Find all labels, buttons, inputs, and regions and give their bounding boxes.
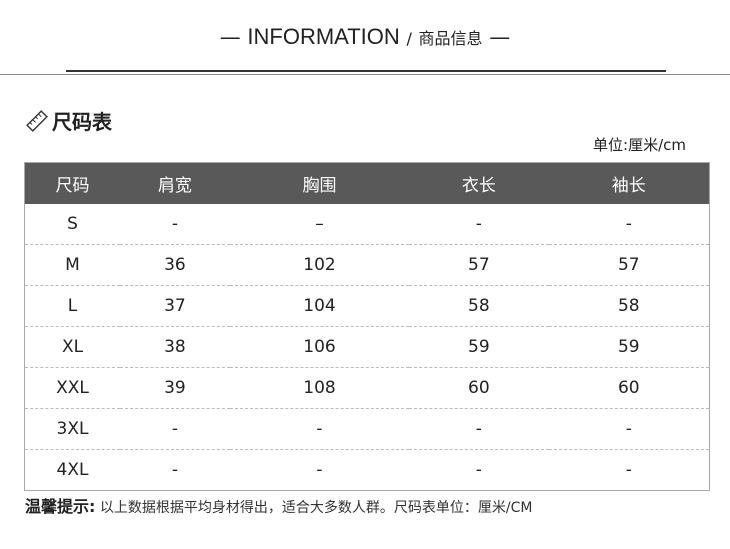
table-cell: 60 [548,367,710,409]
table-cell: 59 [409,326,549,368]
table-cell: 58 [548,285,710,327]
table-cell: 36 [120,244,230,286]
column-header: 胸围 [229,162,410,204]
table-cell: 106 [229,326,410,368]
table-row: 4XL - - - - [25,450,710,491]
table-cell: XL [24,326,121,368]
table-cell: XXL [24,367,121,409]
note-text: 以上数据根据平均身材得出，适合大多数人群。尺码表单位：厘米/CM [99,500,533,516]
table-cell: L [24,285,121,327]
table-cell: 37 [120,285,230,327]
table-cell: – [229,204,410,245]
table-cell: - [548,408,710,450]
table-cell: 57 [409,244,549,286]
section-heading: 尺码表 [26,106,112,135]
table-cell: - [475,460,482,480]
table-cell: - [120,204,230,245]
table-row: XXL 39 108 60 60 [24,367,710,409]
table-cell: 57 [548,244,710,286]
table-header-row: 尺码 肩宽 胸围 衣长 袖长 [24,162,710,204]
table-cell: 38 [120,326,230,368]
table-cell: - [171,460,178,480]
column-header: 袖长 [548,162,710,204]
table-cell: - [409,204,549,245]
table-cell: - [316,460,323,480]
table-cell: - [409,408,549,450]
divider-dark [66,70,666,72]
column-header: 衣长 [409,162,549,204]
column-header: 肩宽 [120,162,230,204]
table-cell: - [548,204,710,245]
table-cell: - [625,460,632,480]
table-cell: S [24,204,121,245]
table-cell: 39 [120,367,230,409]
column-header: 尺码 [24,162,121,204]
table-cell: - [229,408,410,450]
table-cell: 102 [229,244,410,286]
note-label: 温馨提示: [25,497,96,516]
table-cell: 104 [229,285,410,327]
dash-right: — [489,25,511,49]
table-cell: M [24,244,121,286]
unit-label: 单位:厘米/cm [593,136,686,154]
title-en: INFORMATION [247,24,400,49]
ruler-icon [26,109,48,132]
table-cell: 3XL [24,408,121,450]
table-cell: 4XL [56,460,89,480]
page-title: — INFORMATION / 商品信息 — [0,24,730,50]
table-row: M 36 102 57 57 [24,244,710,286]
title-separator: / [406,29,412,48]
table-row: L 37 104 58 58 [24,285,710,327]
dash-left: — [219,25,241,49]
table-row: S - – - - [24,204,710,245]
table-cell: 60 [409,367,549,409]
table-cell: - [120,408,230,450]
table-cell: 108 [229,367,410,409]
size-table: 尺码 肩宽 胸围 衣长 袖长 S - – - - M 36 102 57 57 L 37 104 58 58 XL 38… [24,162,710,491]
table-row: XL 38 106 59 59 [24,326,710,368]
title-cn: 商品信息 [418,29,483,48]
table-cell: 58 [409,285,549,327]
section-title: 尺码表 [52,110,112,134]
divider-light [0,74,730,75]
note: 温馨提示: 以上数据根据平均身材得出，适合大多数人群。尺码表单位：厘米/CM [25,493,532,517]
table-cell: 59 [548,326,710,368]
table-row: 3XL - - - - [24,408,710,450]
